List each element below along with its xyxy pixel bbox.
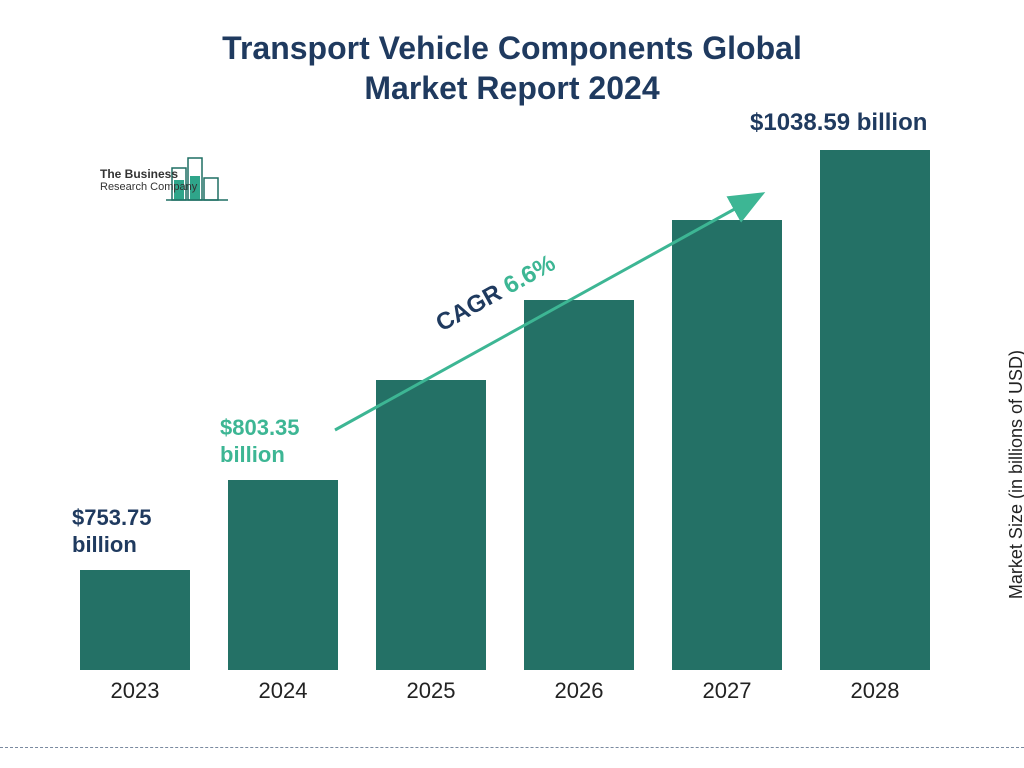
bottom-dashed-line <box>0 747 1024 748</box>
title-line1: Transport Vehicle Components Global <box>222 30 802 66</box>
x-label-2027: 2027 <box>662 678 792 704</box>
bar-2028 <box>820 150 930 670</box>
value-label-2023: $753.75billion <box>72 505 212 558</box>
x-label-2028: 2028 <box>810 678 940 704</box>
bar-2023 <box>80 570 190 670</box>
x-label-2025: 2025 <box>366 678 496 704</box>
bar-2026 <box>524 300 634 670</box>
bar-2027 <box>672 220 782 670</box>
value-label-2024: $803.35billion <box>220 415 360 468</box>
bar-2025 <box>376 380 486 670</box>
plot-region: 202320242025202620272028$753.75billion$8… <box>70 150 940 670</box>
value-label-2028: $1038.59 billion <box>750 109 1010 138</box>
bar-2024 <box>228 480 338 670</box>
title-line2: Market Report 2024 <box>364 70 659 106</box>
chart-area: 202320242025202620272028$753.75billion$8… <box>70 150 940 700</box>
x-label-2023: 2023 <box>70 678 200 704</box>
x-label-2026: 2026 <box>514 678 644 704</box>
x-label-2024: 2024 <box>218 678 348 704</box>
y-axis-label: Market Size (in billions of USD) <box>1006 350 1024 599</box>
chart-title: Transport Vehicle Components Global Mark… <box>0 0 1024 108</box>
